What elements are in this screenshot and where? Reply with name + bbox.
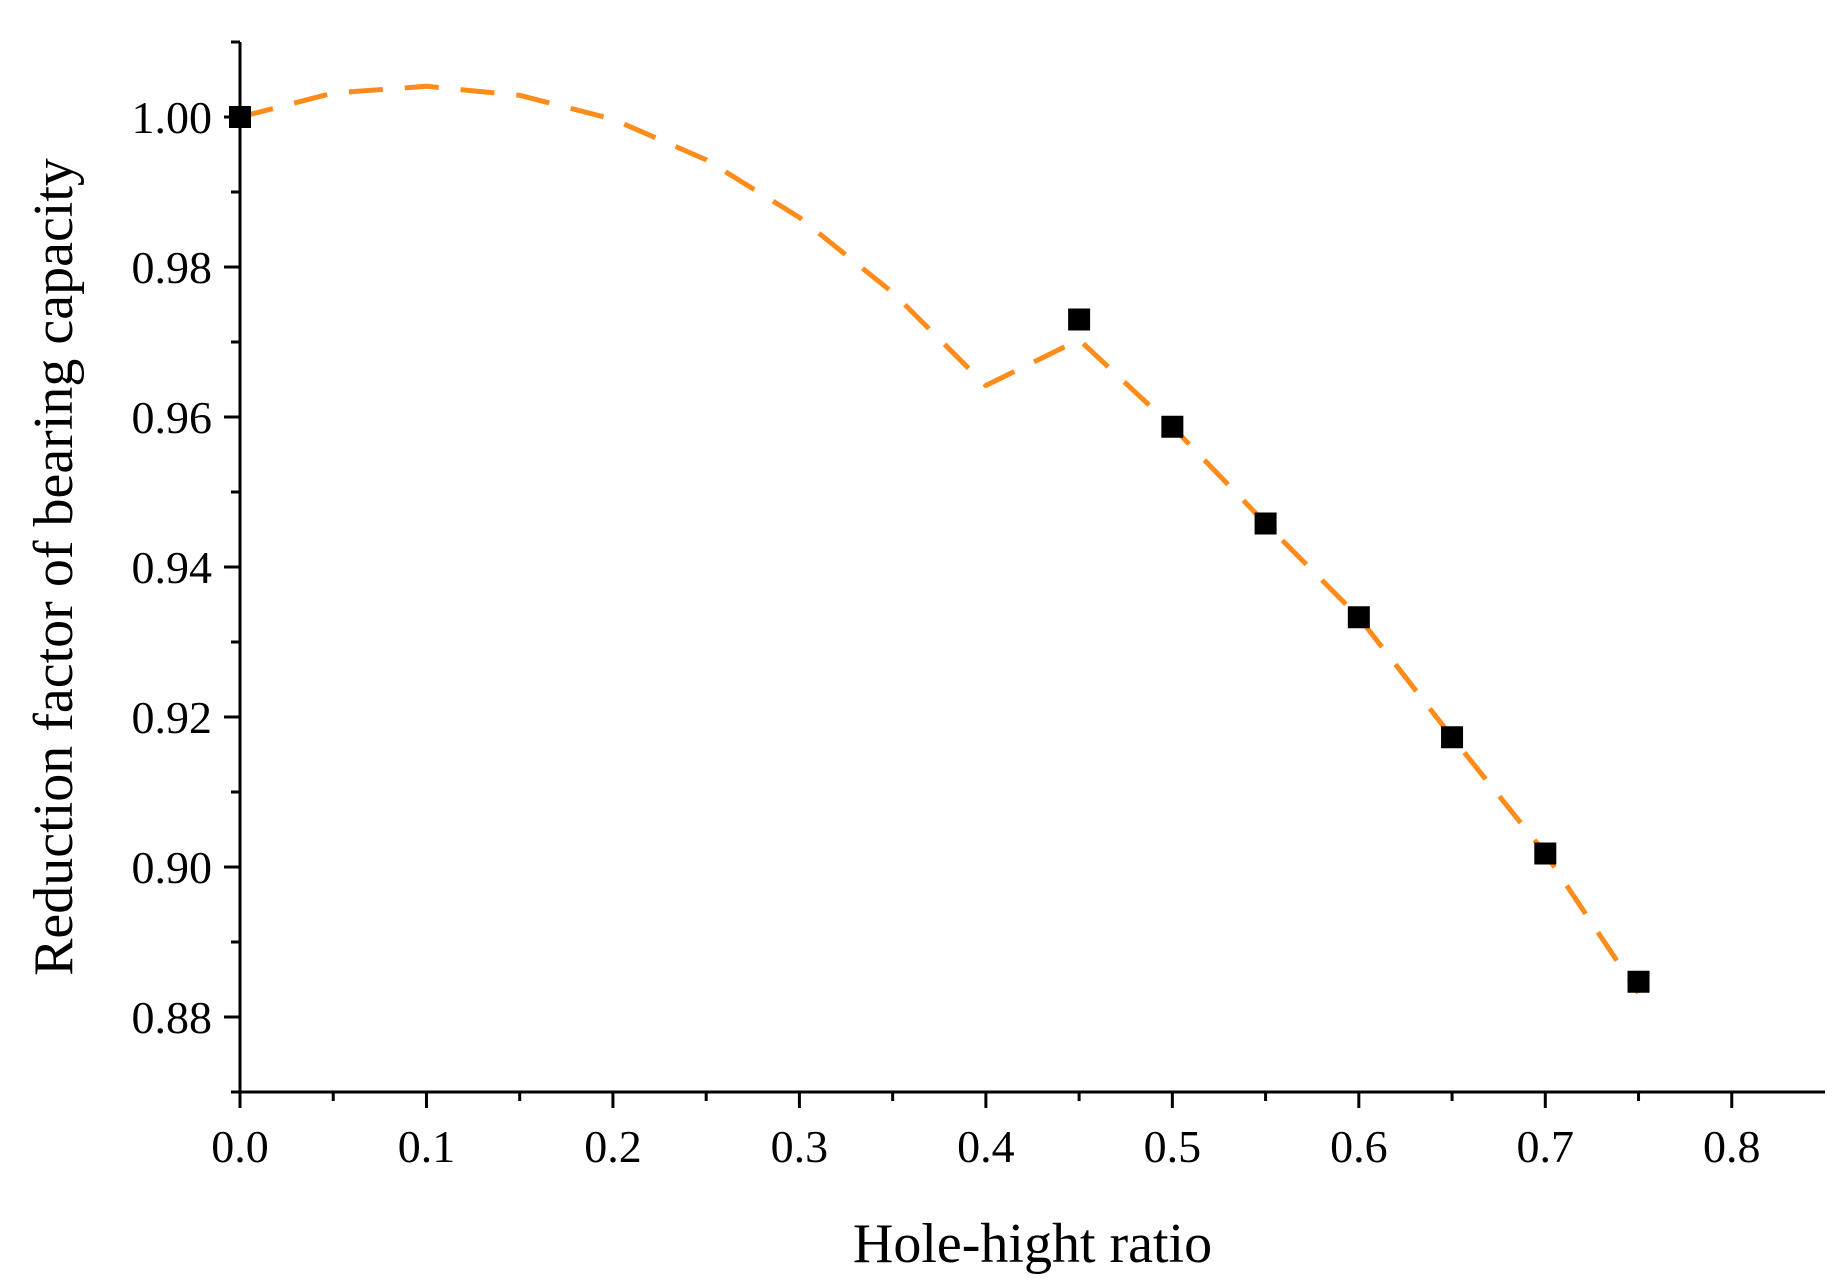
data-point-marker bbox=[1068, 308, 1091, 331]
axes: 0.0 0.1 0.2 0.3 0.4 0.5 0.6 0.7 0.8 0.88 0.90 0.92 0… bbox=[132, 40, 1825, 1172]
x-tick-label: 0.5 bbox=[1144, 1121, 1202, 1172]
x-tick-label: 0.3 bbox=[771, 1121, 829, 1172]
x-tick-label: 0.2 bbox=[584, 1121, 642, 1172]
x-axis-title: Hole-hight ratio bbox=[853, 1213, 1212, 1275]
data-point-marker bbox=[1627, 970, 1650, 993]
x-tick-label: 0.6 bbox=[1330, 1121, 1388, 1172]
data-point-marker bbox=[229, 106, 251, 128]
data-point-marker bbox=[1534, 842, 1557, 865]
y-tick-label: 0.94 bbox=[132, 542, 213, 593]
y-tick-label: 0.88 bbox=[132, 992, 213, 1043]
x-tick-label: 0.7 bbox=[1517, 1121, 1575, 1172]
data-point-marker bbox=[1441, 726, 1464, 749]
axis-labels: Hole-hight ratio Reduction factor of bea… bbox=[23, 158, 1212, 1275]
y-tick-label: 0.96 bbox=[132, 392, 213, 443]
x-tick-label: 0.0 bbox=[211, 1121, 269, 1172]
data-point-marker bbox=[1254, 512, 1277, 535]
x-tick-label: 0.4 bbox=[957, 1121, 1015, 1172]
plot-area bbox=[229, 83, 1650, 995]
x-tick-label: 0.8 bbox=[1703, 1121, 1761, 1172]
fit-curve-line bbox=[239, 83, 1641, 995]
y-tick-label: 1.00 bbox=[132, 92, 213, 143]
y-axis-title: Reduction factor of bearing capacity bbox=[23, 158, 85, 976]
x-tick-label: 0.1 bbox=[398, 1121, 456, 1172]
data-point-marker bbox=[1347, 606, 1370, 629]
y-tick-label: 0.90 bbox=[132, 842, 213, 893]
y-tick-label: 0.98 bbox=[132, 242, 213, 293]
y-tick-label: 0.92 bbox=[132, 692, 213, 743]
data-point-marker bbox=[1161, 415, 1184, 438]
